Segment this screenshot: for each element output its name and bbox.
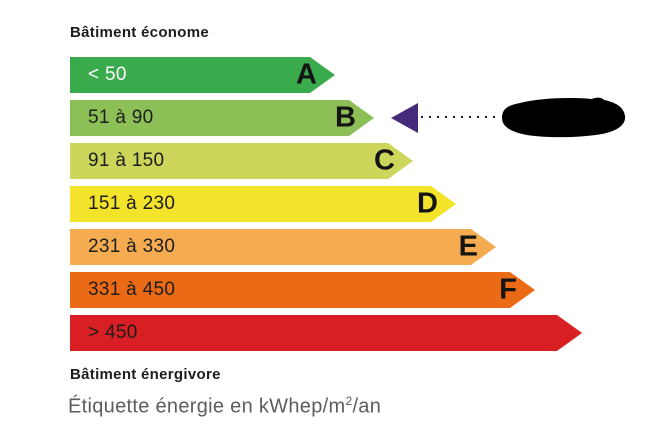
energy-bar-G: > 450 (70, 315, 582, 351)
economical-building-label: Bâtiment économe (70, 24, 209, 41)
range-label-G: > 450 (88, 322, 138, 343)
class-letter-B: B (335, 101, 356, 134)
energy-bar-D: 151 à 230 D (70, 186, 456, 222)
energy-bar-E: 231 à 330 E (70, 229, 496, 265)
energy-bar-B: 51 à 90 B (70, 100, 374, 136)
marker-dotted-line (421, 116, 501, 118)
energy-bars: < 50 A 51 à 90 B 91 à 150 C 151 à 230 D 231 à 33… (70, 57, 582, 358)
caption-superscript: 2 (345, 394, 353, 408)
range-label-D: 151 à 230 (88, 193, 176, 214)
redaction-blob (502, 97, 626, 138)
range-label-F: 331 à 450 (88, 279, 176, 300)
caption-suffix: /an (352, 395, 382, 418)
energy-bar-C: 91 à 150 C (70, 143, 413, 179)
class-letter-C: C (374, 144, 395, 177)
caption-prefix: Étiquette énergie en kWhep/m (68, 395, 346, 418)
caption: Étiquette énergie en kWhep/m2/an (68, 394, 381, 419)
class-letter-E: E (458, 230, 478, 263)
range-label-B: 51 à 90 (88, 107, 154, 128)
range-label-A: < 50 (88, 64, 127, 85)
energy-intensive-building-label: Bâtiment énergivore (70, 366, 221, 383)
energy-bar-F: 331 à 450 F (70, 272, 535, 308)
class-letter-D: D (417, 187, 438, 220)
range-label-C: 91 à 150 (88, 150, 165, 171)
class-letter-F: F (499, 273, 517, 306)
class-letter-A: A (296, 58, 317, 91)
range-label-E: 231 à 330 (88, 236, 176, 257)
energy-bar-A: < 50 A (70, 57, 335, 93)
